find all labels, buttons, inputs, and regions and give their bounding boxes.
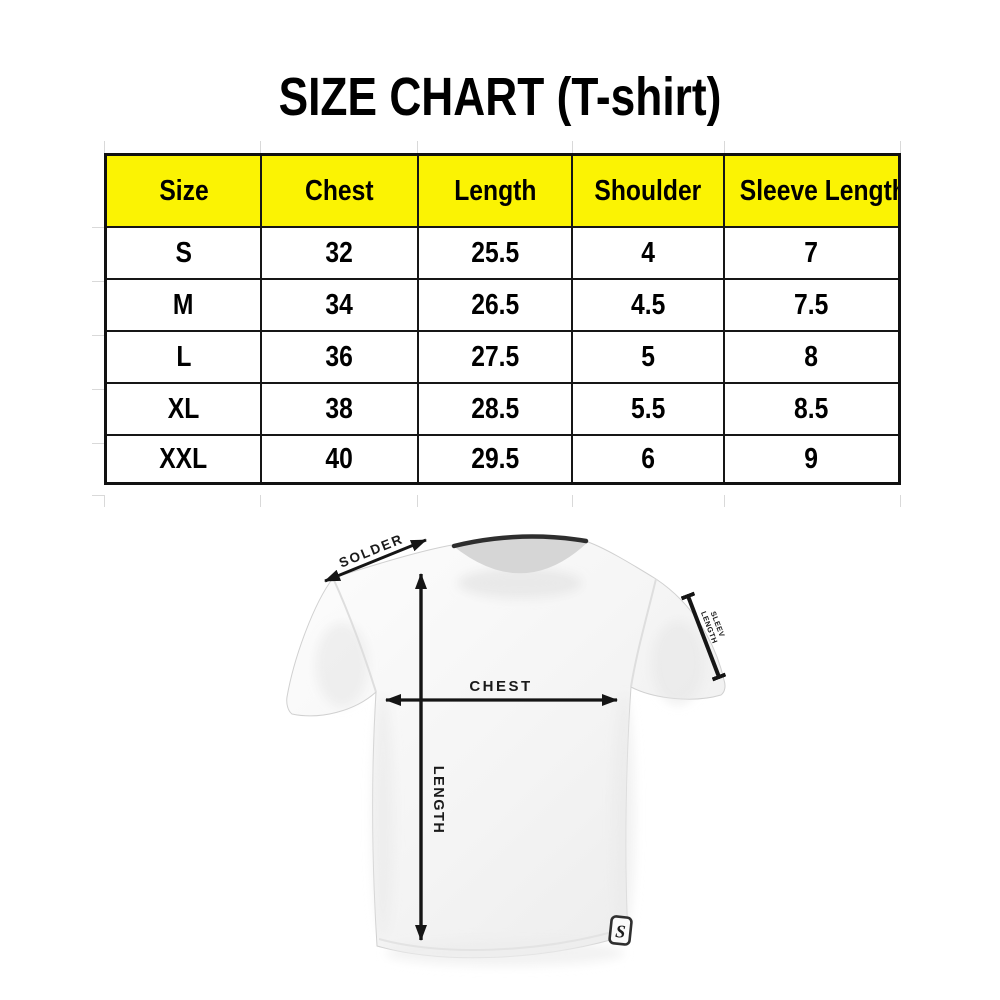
size-table: Size Chest Length Shoulder Sleeve Length… [104, 153, 901, 485]
cell-shoulder: 5.5 [571, 382, 725, 436]
tshirt-graphic: CHEST LENGTH SOLDER SLEEV LENGTH S [286, 531, 727, 966]
dimension-arrows [324, 538, 727, 941]
cell-length: 27.5 [416, 330, 574, 384]
cell-chest: 36 [260, 330, 419, 384]
cell-size: S [104, 226, 263, 280]
cell-length: 25.5 [416, 226, 574, 280]
chest-label: CHEST [469, 678, 532, 695]
right-sleeve-seam [630, 578, 657, 688]
sleeve-length-line [680, 591, 727, 682]
cell-size: XL [104, 382, 263, 436]
tshirt-measurement-diagram: CHEST LENGTH SOLDER SLEEV LENGTH S [280, 515, 740, 985]
col-header-length: Length [416, 153, 574, 228]
cell-shoulder: 6 [571, 434, 725, 485]
cell-chest: 32 [260, 226, 419, 280]
cell-sleeve-length: 7.5 [722, 278, 901, 332]
left-sleeve-seam [332, 577, 377, 693]
table-row: XXL 40 29.5 6 9 [104, 434, 901, 485]
length-label: LENGTH [430, 766, 446, 835]
tshirt-silhouette [286, 534, 726, 966]
brand-logo-letter: S [614, 921, 626, 942]
page-title: SIZE CHART (T-shirt) [0, 66, 1000, 128]
cell-size: XXL [104, 434, 263, 485]
cell-chest: 38 [260, 382, 419, 436]
page-title-text: SIZE CHART (T-shirt) [278, 67, 722, 127]
cell-shoulder: 5 [571, 330, 725, 384]
cell-chest: 34 [260, 278, 419, 332]
cell-length: 28.5 [416, 382, 574, 436]
cell-sleeve-length: 9 [722, 434, 901, 485]
table-row: L 36 27.5 5 8 [104, 330, 901, 384]
cell-shoulder: 4.5 [571, 278, 725, 332]
cell-length: 29.5 [416, 434, 574, 485]
col-header-size: Size [104, 153, 263, 228]
col-header-sleeve-length: Sleeve Length [722, 153, 901, 228]
cell-size: L [104, 330, 263, 384]
cell-length: 26.5 [416, 278, 574, 332]
cell-shoulder: 4 [571, 226, 725, 280]
col-header-chest: Chest [260, 153, 419, 228]
table-row: XL 38 28.5 5.5 8.5 [104, 382, 901, 436]
cell-chest: 40 [260, 434, 419, 485]
col-header-shoulder: Shoulder [571, 153, 725, 228]
cell-sleeve-length: 7 [722, 226, 901, 280]
brand-logo: S [608, 915, 633, 946]
neck-opening [452, 537, 588, 574]
hem-stitch [378, 927, 627, 951]
table-row: M 34 26.5 4.5 7.5 [104, 278, 901, 332]
cell-sleeve-length: 8 [722, 330, 901, 384]
table-header-row: Size Chest Length Shoulder Sleeve Length [104, 153, 901, 228]
cell-size: M [104, 278, 263, 332]
collar-line [451, 534, 589, 549]
shoulder-arrow [324, 538, 427, 583]
table-row: S 32 25.5 4 7 [104, 226, 901, 280]
cell-sleeve-length: 8.5 [722, 382, 901, 436]
